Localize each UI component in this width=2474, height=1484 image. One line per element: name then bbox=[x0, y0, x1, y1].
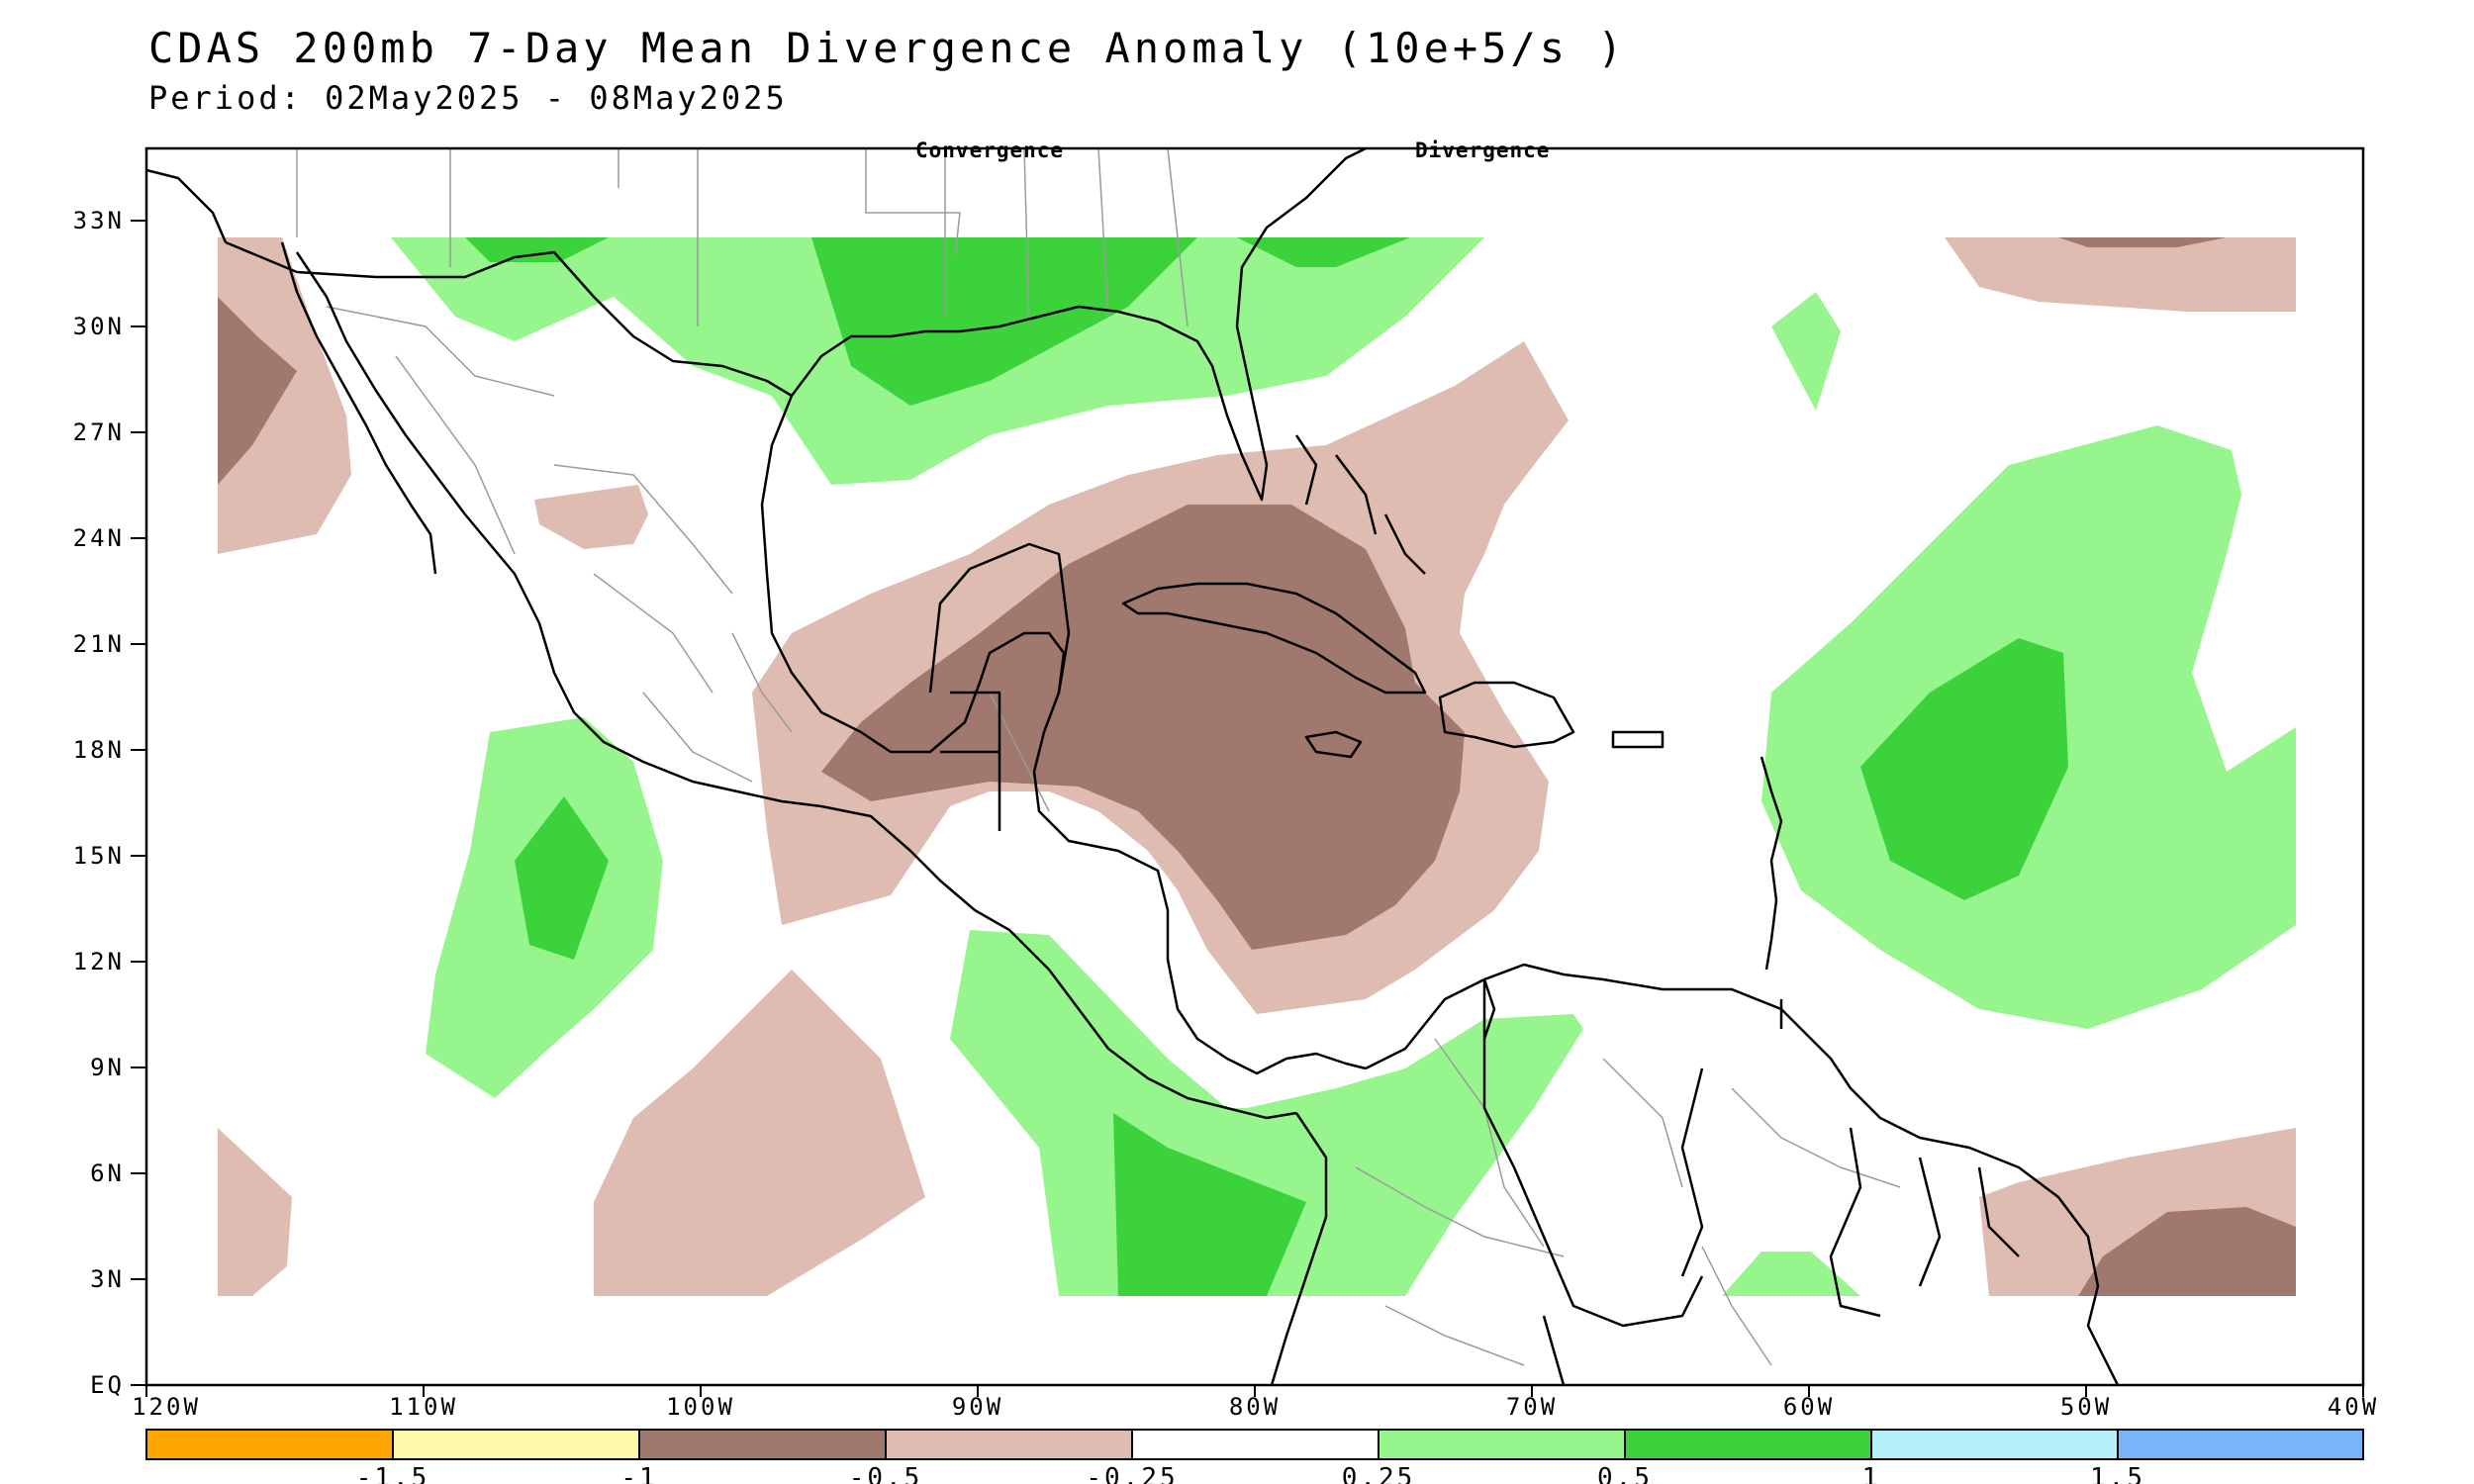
strong-convergence-baja bbox=[218, 297, 297, 485]
divergence-region-guiana bbox=[1722, 1252, 1860, 1296]
lon-label-110w: 110W bbox=[389, 1393, 458, 1421]
longitude-ticks bbox=[145, 1385, 2364, 1397]
lat-label-eq: EQ bbox=[90, 1371, 125, 1399]
period-subtitle: Period: 02May2025 - 08May2025 bbox=[148, 79, 788, 117]
color-legend bbox=[145, 1429, 2364, 1460]
legend-swatch-0.5-1 bbox=[1624, 1429, 1872, 1460]
lon-label-80w: 80W bbox=[1229, 1393, 1281, 1421]
lon-label-70w: 70W bbox=[1506, 1393, 1558, 1421]
convergence-annotation: Convergence bbox=[915, 139, 1064, 162]
baja-peninsula bbox=[280, 241, 437, 575]
legend-swatch-neg1-neg0.5 bbox=[638, 1429, 887, 1460]
state-borders bbox=[296, 148, 1901, 1366]
south-america-borders bbox=[1482, 979, 2020, 1385]
central-america-caribbean bbox=[1032, 771, 1367, 1075]
legend-swatch-lt-neg1.5 bbox=[145, 1429, 394, 1460]
lat-label-6n: 6N bbox=[90, 1159, 125, 1187]
legend-tick-label: 0.5 bbox=[1597, 1463, 1653, 1484]
lat-label-18n: 18N bbox=[73, 736, 125, 764]
florida-keys-bahamas bbox=[1294, 434, 1426, 575]
strong-divergence-florida bbox=[1237, 237, 1410, 267]
lon-label-90w: 90W bbox=[952, 1393, 1003, 1421]
lat-label-15n: 15N bbox=[73, 842, 125, 870]
strong-convergence-equatorial-atlantic bbox=[2078, 1207, 2296, 1296]
south-america-north bbox=[1365, 963, 2120, 1385]
central-america-pacific bbox=[974, 908, 1297, 1120]
legend-swatch-neutral bbox=[1131, 1429, 1380, 1460]
strong-divergence-colombia bbox=[1113, 1113, 1306, 1296]
lat-label-33n: 33N bbox=[73, 207, 125, 234]
south-america-pacific bbox=[1270, 1112, 1328, 1385]
lon-label-60w: 60W bbox=[1783, 1393, 1835, 1421]
us-mexico-border bbox=[225, 240, 793, 398]
lon-label-100w: 100W bbox=[666, 1393, 735, 1421]
longitude-labels: 120W 110W 100W 90W 80W 70W 60W 50W 40W bbox=[132, 1393, 2379, 1421]
legend-swatch-gt-1.5 bbox=[2117, 1429, 2364, 1460]
jamaica bbox=[1304, 730, 1363, 759]
strong-convergence-caribbean bbox=[821, 505, 1465, 950]
lat-label-30n: 30N bbox=[73, 313, 125, 340]
legend-tick-label: -0.5 bbox=[849, 1463, 923, 1484]
strong-divergence-pacific bbox=[515, 796, 609, 960]
legend-tick-label: -1 bbox=[620, 1463, 657, 1484]
legend-swatch-1-1.5 bbox=[1870, 1429, 2119, 1460]
legend-tick-label: -0.25 bbox=[1086, 1463, 1178, 1484]
lesser-antilles bbox=[1760, 756, 1783, 971]
convergence-region-atlantic-north bbox=[1945, 237, 2296, 312]
hispaniola bbox=[1438, 681, 1575, 749]
map-title: CDAS 200mb 7-Day Mean Divergence Anomaly… bbox=[148, 24, 1627, 72]
lat-label-27n: 27N bbox=[73, 418, 125, 446]
legend-tick-label: 1 bbox=[1862, 1463, 1881, 1484]
mexico-pacific-coast bbox=[464, 513, 976, 911]
lat-label-24n: 24N bbox=[73, 524, 125, 552]
us-mexico-coast-west bbox=[146, 168, 228, 243]
convergence-region-pacific-southwest bbox=[218, 1128, 292, 1296]
strong-divergence-gulf-central bbox=[811, 237, 1197, 406]
legend-tick-label: 1.5 bbox=[2090, 1463, 2145, 1484]
strong-convergence-atlantic-north bbox=[2058, 237, 2227, 247]
lat-label-12n: 12N bbox=[73, 948, 125, 975]
anomaly-shading bbox=[146, 148, 2296, 1385]
convergence-region-pacific-south bbox=[594, 970, 925, 1296]
yucatan-peninsula bbox=[928, 542, 1071, 694]
gulf-coast-mexico bbox=[760, 395, 1066, 773]
divergence-region-colombia bbox=[950, 930, 1583, 1296]
lon-label-40w: 40W bbox=[2328, 1393, 2379, 1421]
lat-label-9n: 9N bbox=[90, 1054, 125, 1081]
legend-swatch-neg0.5-neg0.25 bbox=[885, 1429, 1133, 1460]
guatemala-mexico-border bbox=[940, 691, 1001, 831]
venezuela-islands bbox=[1482, 978, 1783, 1040]
convergence-region-mexico bbox=[534, 485, 648, 549]
legend-swatch-neg1.5-neg1 bbox=[392, 1429, 640, 1460]
strong-divergence-atlantic bbox=[1860, 638, 2068, 900]
latitude-labels: EQ 3N 6N 9N 12N 15N 18N 21N 24N 27N 30N … bbox=[73, 207, 125, 1399]
strong-divergence-gulf bbox=[465, 237, 609, 262]
lon-label-120w: 120W bbox=[132, 1393, 201, 1421]
lon-label-50w: 50W bbox=[2060, 1393, 2112, 1421]
us-gulf-coast bbox=[791, 148, 1367, 502]
convergence-region-baja bbox=[218, 237, 351, 554]
cuba bbox=[1121, 582, 1427, 695]
coastlines bbox=[146, 148, 2120, 1385]
gulf-of-california-east bbox=[295, 251, 466, 515]
legend-swatch-0.25-0.5 bbox=[1378, 1429, 1626, 1460]
lat-label-21n: 21N bbox=[73, 630, 125, 658]
legend-tick-label: 0.25 bbox=[1342, 1463, 1416, 1484]
divergence-annotation: Divergence bbox=[1415, 139, 1550, 162]
legend-tick-label: -1.5 bbox=[356, 1463, 430, 1484]
legend-tick-labels: -1.5 -1 -0.5 -0.25 0.25 0.5 1 1.5 bbox=[356, 1463, 2145, 1484]
puerto-rico bbox=[1611, 730, 1665, 749]
lat-label-3n: 3N bbox=[90, 1265, 125, 1293]
latitude-ticks bbox=[131, 220, 146, 1386]
divergence-region-atlantic-north bbox=[1771, 292, 1841, 411]
